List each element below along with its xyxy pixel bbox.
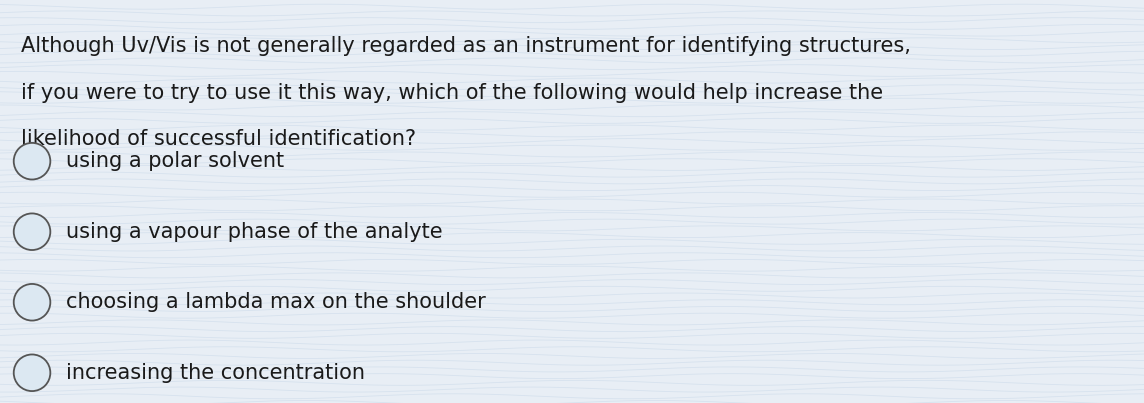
- Text: Although Uv/Vis is not generally regarded as an instrument for identifying struc: Although Uv/Vis is not generally regarde…: [21, 36, 911, 56]
- Ellipse shape: [14, 284, 50, 320]
- Text: likelihood of successful identification?: likelihood of successful identification?: [21, 129, 415, 149]
- Text: increasing the concentration: increasing the concentration: [66, 363, 365, 383]
- Text: choosing a lambda max on the shoulder: choosing a lambda max on the shoulder: [66, 292, 486, 312]
- Text: using a polar solvent: using a polar solvent: [66, 151, 285, 171]
- Text: if you were to try to use it this way, which of the following would help increas: if you were to try to use it this way, w…: [21, 83, 883, 103]
- Text: using a vapour phase of the analyte: using a vapour phase of the analyte: [66, 222, 443, 242]
- Ellipse shape: [14, 214, 50, 250]
- Ellipse shape: [14, 143, 50, 179]
- Ellipse shape: [14, 355, 50, 391]
